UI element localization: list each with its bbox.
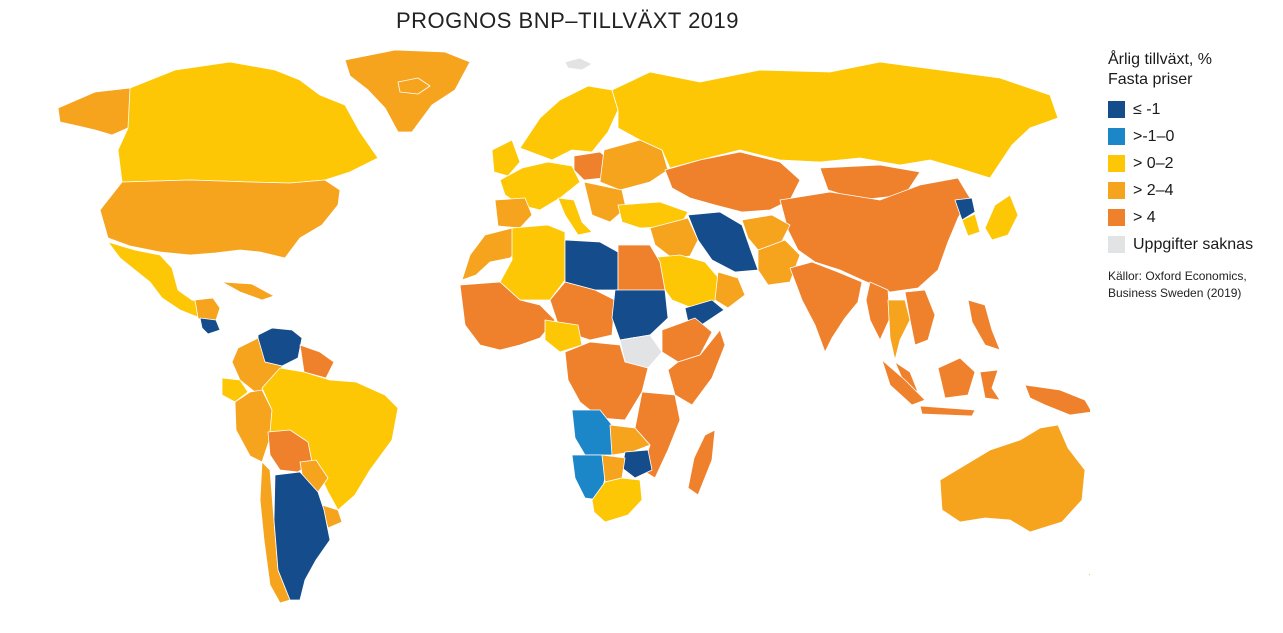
region-zambia	[609, 424, 651, 456]
legend-label: > 0–2	[1133, 154, 1174, 172]
region-madagascar	[687, 429, 716, 496]
region-balkans	[583, 181, 627, 223]
region-canada	[117, 61, 379, 184]
legend-swatch	[1108, 101, 1125, 118]
legend-swatch	[1108, 209, 1125, 226]
legend-label: > 2–4	[1133, 181, 1174, 199]
legend-list: ≤ -1 >-1–0 > 0–2 > 2–4 > 4 Uppgifter saknas	[1108, 96, 1280, 258]
region-sudan	[611, 289, 669, 341]
source-line2: Business Sweden (2019)	[1108, 286, 1242, 300]
region-ecuador	[221, 377, 249, 403]
region-nigeria	[544, 319, 583, 353]
region-egypt	[617, 244, 666, 293]
region-nicaragua	[199, 317, 221, 335]
region-java	[919, 405, 976, 417]
region-borneo	[937, 357, 976, 399]
region-philippines	[967, 299, 1001, 351]
legend-swatch	[1108, 155, 1125, 172]
region-sumatra	[881, 359, 926, 406]
legend-item: > 0–2	[1108, 150, 1280, 177]
region-somalia-kenya	[667, 329, 726, 406]
legend-label: Uppgifter saknas	[1133, 235, 1254, 253]
region-uk-ireland	[491, 139, 521, 177]
world-map	[57, 49, 1090, 604]
legend-label: ≤ -1	[1133, 100, 1161, 118]
region-japan	[984, 194, 1019, 241]
region-west-africa	[459, 281, 556, 351]
region-sulawesi	[979, 369, 1001, 401]
region-australia	[939, 424, 1086, 533]
region-russia	[611, 61, 1059, 179]
legend-title: Årlig tillväxt, % Fasta priser	[1108, 50, 1280, 90]
region-scandinavia	[519, 85, 619, 161]
legend-swatch	[1108, 128, 1125, 145]
region-iceland	[397, 77, 431, 95]
region-iraq-syria	[649, 217, 699, 259]
region-alaska	[57, 87, 136, 136]
legend-item: > 2–4	[1108, 177, 1280, 204]
region-cuba	[221, 281, 275, 301]
legend-swatch	[1108, 236, 1125, 253]
region-libya	[564, 239, 619, 291]
legend-label: > 4	[1133, 208, 1156, 226]
region-pakistan	[757, 239, 801, 286]
region-north-korea	[954, 197, 976, 221]
legend-item: ≤ -1	[1108, 96, 1280, 123]
legend-item: > 4	[1108, 204, 1280, 231]
region-south-africa	[591, 477, 643, 523]
legend-item: Uppgifter saknas	[1108, 231, 1280, 258]
legend-swatch	[1108, 182, 1125, 199]
legend-title-line2: Fasta priser	[1108, 71, 1193, 88]
region-argentina	[273, 471, 331, 601]
region-guianas	[299, 344, 335, 379]
region-india	[789, 261, 863, 353]
legend-item: >-1–0	[1108, 123, 1280, 150]
region-peru	[234, 389, 273, 463]
region-south-korea	[961, 213, 981, 237]
legend-label: >-1–0	[1133, 127, 1175, 145]
region-myanmar	[865, 281, 891, 341]
legend-title-line1: Årlig tillväxt, %	[1108, 51, 1213, 68]
source-line1: Källor: Oxford Economics,	[1108, 269, 1247, 283]
region-svalbard	[564, 57, 593, 71]
region-usa	[99, 179, 341, 259]
region-new-guinea	[1024, 384, 1090, 416]
region-oman-uae	[714, 271, 746, 309]
legend: Årlig tillväxt, % Fasta priser ≤ -1 >-1–0…	[1108, 50, 1280, 302]
region-italy	[557, 197, 593, 236]
region-thailand	[887, 299, 911, 361]
region-kazakhstan-central-asia	[664, 151, 801, 213]
region-indochina	[904, 289, 936, 346]
map-title: PROGNOS BNP–TILLVÄXT 2019	[395, 8, 740, 33]
source-note: Källor: Oxford Economics, Business Swede…	[1108, 268, 1280, 302]
region-china	[779, 177, 971, 293]
region-iberia	[494, 197, 533, 229]
region-new-zealand-south	[1087, 573, 1090, 577]
